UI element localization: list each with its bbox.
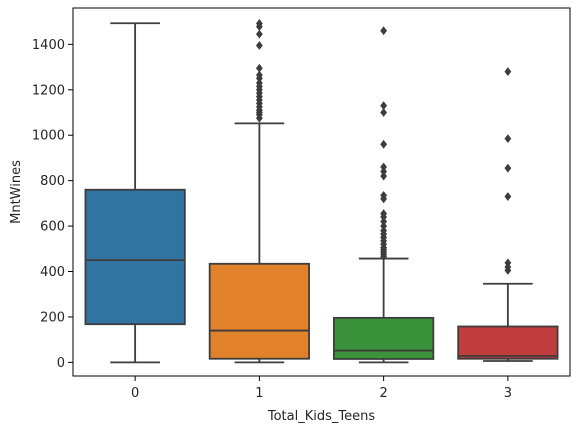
outlier-point: [255, 70, 263, 80]
y-tick-label: 1400: [32, 38, 65, 53]
outlier-point: [380, 26, 388, 36]
outlier-point: [380, 209, 388, 219]
outlier-point: [504, 67, 512, 77]
box-group-0: [84, 22, 186, 364]
x-tick-label: 1: [255, 386, 263, 401]
outlier-point: [504, 258, 512, 268]
iqr-box: [84, 188, 186, 326]
outlier-point: [255, 19, 263, 28]
box-group-3: [457, 67, 559, 362]
x-axis-label: Total_Kids_Teens: [267, 409, 375, 424]
y-tick-label: 400: [40, 265, 65, 280]
y-tick-label: 0: [57, 356, 65, 371]
box-group-2: [333, 26, 435, 364]
outlier-point: [380, 139, 388, 149]
outlier-point: [255, 63, 263, 73]
y-tick-label: 1200: [32, 83, 65, 98]
outlier-point: [380, 221, 388, 231]
x-tick-label: 3: [504, 386, 512, 401]
outlier-point: [255, 41, 263, 50]
outlier-point: [380, 101, 388, 111]
outlier-point: [380, 217, 388, 226]
x-tick-label: 2: [379, 386, 387, 401]
outlier-point: [504, 192, 512, 201]
iqr-box: [333, 316, 435, 360]
outlier-point: [380, 226, 388, 236]
y-tick-label: 1000: [32, 129, 65, 144]
outlier-point: [380, 171, 388, 181]
x-tick-label: 0: [131, 386, 139, 401]
iqr-box: [208, 262, 310, 360]
iqr-box: [457, 325, 559, 360]
outlier-point: [380, 162, 388, 172]
outlier-point: [380, 167, 388, 176]
outlier-point: [380, 108, 388, 117]
outlier-point: [504, 134, 512, 144]
plot-frame: [72, 7, 571, 377]
plot-area: 0 200 400 600 800 1000 1200 1400 0 1 2 3: [32, 7, 571, 401]
box-group-1: [208, 19, 310, 364]
outlier-point: [504, 163, 512, 173]
y-tick-label: 200: [40, 310, 65, 325]
outlier-point: [255, 78, 263, 88]
outlier-point: [380, 190, 388, 200]
outlier-point: [255, 29, 263, 39]
y-axis-label: MntWines: [9, 160, 24, 224]
y-tick-label: 600: [40, 220, 65, 235]
y-tick-label: 800: [40, 174, 65, 189]
